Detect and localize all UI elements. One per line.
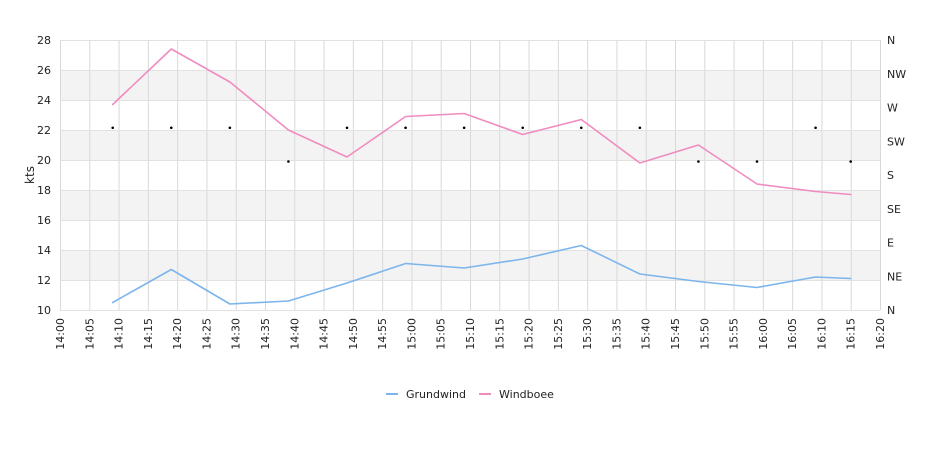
- y-tick-label: 26: [37, 64, 51, 77]
- x-tick-label: 14:30: [230, 318, 243, 350]
- series-line-grundwind: [111, 244, 852, 305]
- y-tick-label: 28: [37, 34, 51, 47]
- x-tick-label: 15:20: [523, 318, 536, 350]
- x-tick-label: 15:00: [405, 318, 418, 350]
- x-tick-label: 16:20: [874, 318, 887, 350]
- x-tick-label: 15:40: [640, 318, 653, 350]
- wind-direction-point: [521, 126, 525, 130]
- y2-tick-label: W: [887, 102, 898, 115]
- y2-tick-label: NW: [887, 68, 906, 81]
- x-tick-label: 15:15: [493, 318, 506, 350]
- x-tick-label: 15:10: [464, 318, 477, 350]
- x-tick-label: 14:55: [376, 318, 389, 350]
- series-line-windboee: [111, 48, 852, 196]
- legend-item-label: Grundwind: [406, 388, 466, 401]
- y2-tick-label: E: [887, 237, 894, 250]
- wind-direction-point: [287, 160, 290, 163]
- x-tick-label: 14:00: [54, 318, 67, 350]
- y-tick-label: 20: [37, 154, 51, 167]
- x-tick-label: 14:40: [288, 318, 301, 350]
- x-tick-label: 15:05: [435, 318, 448, 350]
- y-tick-label: 14: [37, 244, 51, 257]
- wind-direction-point: [849, 160, 853, 163]
- y-tick-label: 24: [37, 94, 51, 107]
- y-tick-label: 22: [37, 124, 51, 137]
- y2-tick-label: NE: [887, 270, 902, 283]
- x-tick-label: 14:25: [200, 318, 213, 350]
- x-tick-label: 16:15: [845, 318, 858, 350]
- x-tick-label: 15:25: [552, 318, 565, 350]
- wind-direction-point: [579, 126, 583, 130]
- x-tick-label: 16:10: [815, 318, 828, 350]
- wind-direction-point: [228, 126, 232, 130]
- y-tick-label: 16: [37, 214, 51, 227]
- y-tick-label: 10: [37, 304, 51, 317]
- x-tick-label: 15:55: [728, 318, 741, 350]
- wind-direction-point: [169, 126, 173, 130]
- x-tick-label: 16:05: [786, 318, 799, 350]
- x-tick-label: 14:20: [171, 318, 184, 350]
- wind-direction-point: [697, 160, 700, 163]
- wind-direction-point: [111, 126, 115, 130]
- y2-tick-label: SW: [887, 135, 905, 148]
- x-tick-label: 14:50: [347, 318, 360, 350]
- x-tick-label: 15:35: [610, 318, 623, 350]
- y2-tick-label: N: [887, 304, 895, 317]
- x-tick-label: 14:35: [259, 318, 272, 350]
- wind-direction-point: [755, 160, 759, 163]
- wind-direction-point: [462, 126, 466, 130]
- x-tick-label: 14:10: [113, 318, 126, 350]
- wind-direction-point: [345, 126, 349, 130]
- x-tick-label: 14:15: [142, 318, 155, 350]
- y2-tick-label: N: [887, 34, 895, 47]
- x-tick-label: 15:45: [669, 318, 682, 350]
- x-tick-label: 15:50: [698, 318, 711, 350]
- wind-direction-point: [404, 126, 407, 130]
- x-tick-label: 16:00: [757, 318, 770, 350]
- y2-tick-label: SE: [887, 203, 901, 216]
- wind-direction-point: [638, 126, 642, 130]
- y2-tick-label: S: [887, 169, 894, 182]
- x-tick-label: 15:30: [581, 318, 594, 350]
- wind-direction-point: [814, 126, 817, 130]
- y-axis-title: kts: [23, 166, 37, 184]
- x-tick-label: 14:05: [83, 318, 96, 350]
- y-tick-label: 12: [37, 274, 51, 287]
- legend-item-label: Windboee: [499, 388, 554, 401]
- y-tick-label: 18: [37, 184, 51, 197]
- x-tick-label: 14:45: [318, 318, 331, 350]
